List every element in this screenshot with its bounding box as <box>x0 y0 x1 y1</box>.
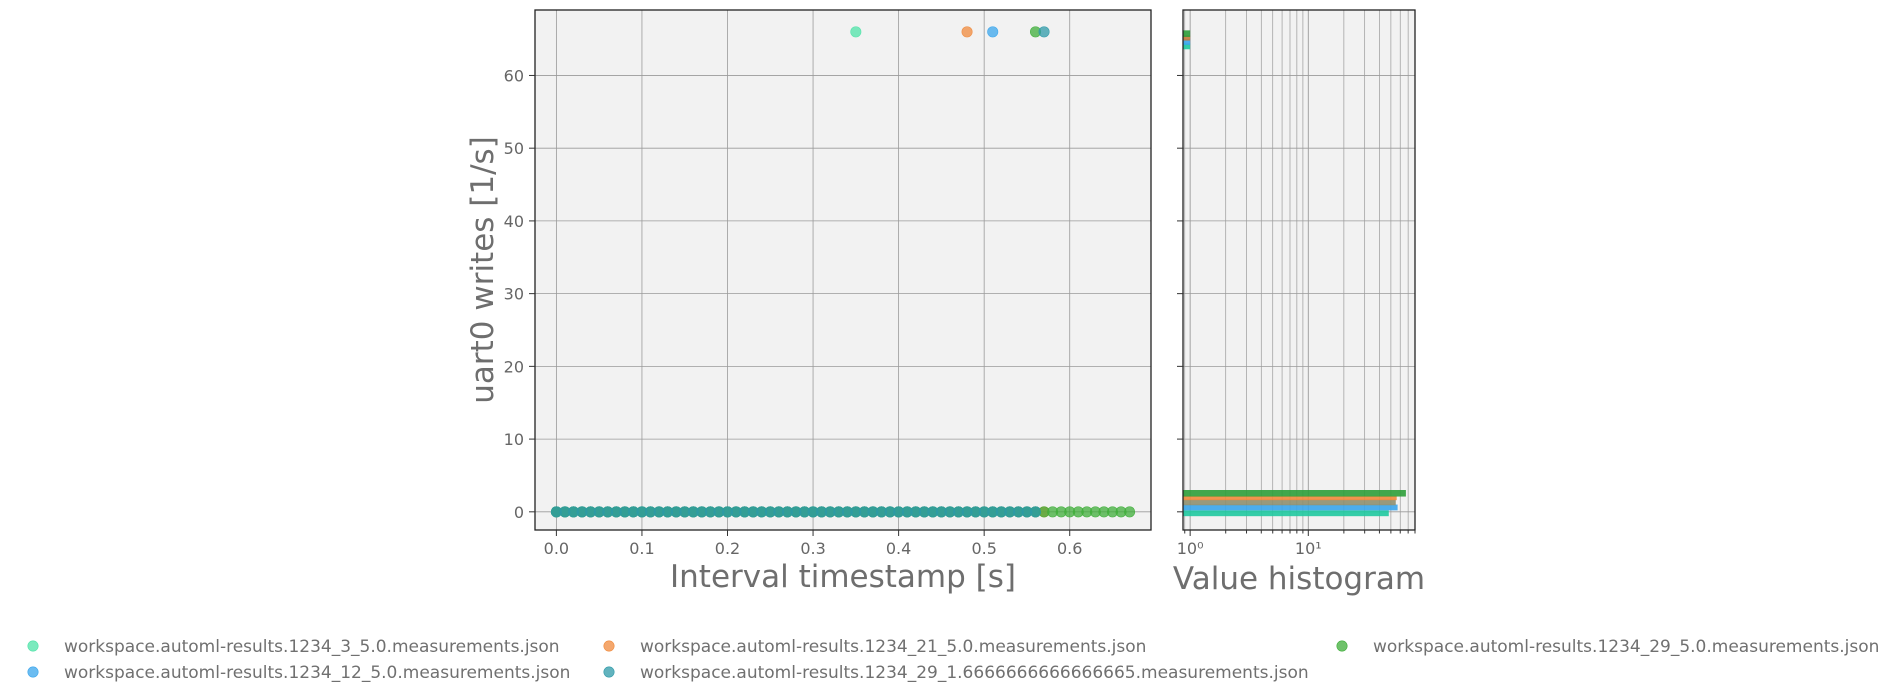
legend: workspace.automl-results.1234_3_5.0.meas… <box>27 637 1879 683</box>
histogram-bar <box>1183 43 1191 50</box>
x-tick-label: 0.2 <box>715 539 740 558</box>
x-tick-label: 0.5 <box>971 539 996 558</box>
y-axis-label: uart0 writes [1/s] <box>465 136 501 404</box>
histogram-x-tick-label: 10¹ <box>1295 539 1322 558</box>
legend-label: workspace.automl-results.1234_21_5.0.mea… <box>640 637 1146 657</box>
scatter-grid <box>535 10 1151 530</box>
scatter-point <box>1030 506 1042 518</box>
x-tick-label: 0.6 <box>1057 539 1082 558</box>
spike-point <box>987 26 999 38</box>
spike-point <box>1038 26 1050 38</box>
histogram-bar <box>1183 495 1397 501</box>
histogram-background <box>1183 10 1415 530</box>
histogram-bar <box>1183 490 1406 497</box>
histogram-x-ticks: 10⁰ 10¹ <box>1177 530 1416 558</box>
y-tick-label: 30 <box>504 285 524 304</box>
legend-marker <box>603 640 615 652</box>
legend-label: workspace.automl-results.1234_29_1.66666… <box>640 663 1309 683</box>
scatter-plot-frame <box>534 9 1152 531</box>
legend-marker <box>27 666 39 678</box>
legend-marker <box>603 666 615 678</box>
histogram-bar <box>1183 504 1398 511</box>
legend-label: workspace.automl-results.1234_3_5.0.meas… <box>64 637 560 657</box>
x-tick-label: 0.3 <box>800 539 825 558</box>
x-axis-label: Interval timestamp [s] <box>670 559 1016 595</box>
legend-marker <box>1336 640 1348 652</box>
scatter-plot-background <box>535 10 1151 530</box>
legend-label: workspace.automl-results.1234_29_5.0.mea… <box>1373 637 1879 657</box>
histogram-grid <box>1183 10 1416 530</box>
histogram-y-ticks <box>1177 74 1183 513</box>
y-tick-label: 20 <box>504 357 524 376</box>
histogram-bar <box>1183 39 1191 45</box>
scatter-panel: 0.0 0.1 0.2 0.3 0.4 0.5 0.6 0 10 20 30 40 50 60 Inte… <box>465 9 1152 595</box>
histogram-bar <box>1183 499 1396 506</box>
histogram-x-tick-label: 10⁰ <box>1177 539 1204 558</box>
histogram-bars <box>1183 30 1406 517</box>
histogram-bar <box>1183 510 1389 517</box>
y-tick-label: 60 <box>504 66 524 85</box>
spike-point <box>850 26 862 38</box>
x-tick-label: 0.0 <box>544 539 569 558</box>
histogram-x-label: Value histogram <box>1173 561 1425 597</box>
y-tick-label: 0 <box>514 503 524 522</box>
histogram-panel: 10⁰ 10¹ Value histogram <box>1173 9 1425 597</box>
scatter-point <box>1124 506 1136 518</box>
legend-label: workspace.automl-results.1234_12_5.0.mea… <box>64 663 570 683</box>
y-tick-label: 40 <box>504 212 524 231</box>
x-ticks: 0.0 0.1 0.2 0.3 0.4 0.5 0.6 <box>544 530 1082 558</box>
y-ticks: 0 10 20 30 40 50 60 <box>504 66 535 522</box>
y-tick-label: 50 <box>504 139 524 158</box>
spike-point <box>961 26 973 38</box>
legend-marker <box>27 640 39 652</box>
histogram-bar <box>1183 30 1191 37</box>
histogram-bar <box>1183 35 1191 41</box>
baseline-points <box>550 506 1136 518</box>
histogram-frame <box>1182 9 1416 531</box>
y-tick-label: 10 <box>504 430 524 449</box>
spike-points <box>850 26 1050 38</box>
x-tick-label: 0.1 <box>629 539 654 558</box>
x-tick-label: 0.4 <box>886 539 911 558</box>
